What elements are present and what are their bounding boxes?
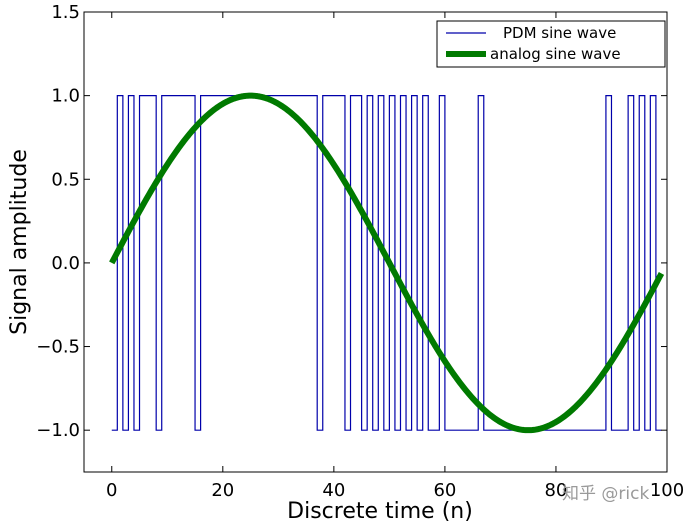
y-tick-label: 1.5 <box>51 2 80 23</box>
x-tick-label: 100 <box>650 480 684 501</box>
legend-box <box>436 20 666 68</box>
series-layer <box>109 92 665 434</box>
plot-frame <box>83 11 668 473</box>
y-tick-label: 0.0 <box>51 253 80 274</box>
legend-pdm-label: PDM sine wave <box>503 24 616 42</box>
analog-sine-wave-line <box>109 92 665 434</box>
legend-analog-label: analog sine wave <box>490 45 621 63</box>
y-tick-label: −0.5 <box>36 337 80 358</box>
ticks-layer: 0 20 40 60 80 100 1.5 1.0 0.5 0.0 −0.5 −1.0 <box>36 2 684 501</box>
x-tick-label: 20 <box>211 480 234 501</box>
x-axis-label: Discrete time (n) <box>287 499 473 523</box>
x-tick-label: 40 <box>322 480 345 501</box>
y-tick-label: 1.0 <box>51 86 80 107</box>
y-tick-label: 0.5 <box>51 169 80 190</box>
x-tick-label: 60 <box>433 480 456 501</box>
watermark-text: 知乎 @rick <box>562 484 649 504</box>
x-tick-label: 80 <box>544 480 567 501</box>
y-axis-label: Signal amplitude <box>7 149 32 335</box>
y-tick-label: −1.0 <box>36 420 80 441</box>
legend: PDM sine wave analog sine wave <box>436 20 666 68</box>
x-tick-label: 0 <box>106 480 117 501</box>
